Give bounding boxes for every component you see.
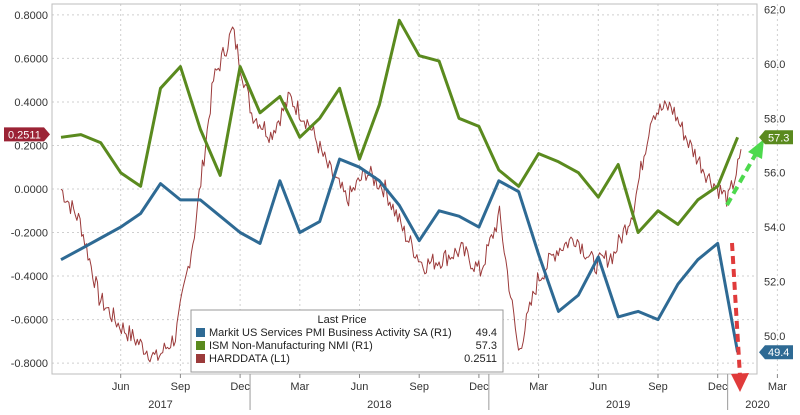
plot-frame xyxy=(51,3,758,375)
badge-pmi: 49.4 xyxy=(759,345,793,360)
x-tick-label: Sep xyxy=(409,381,429,393)
value-badges: 0.2511 57.349.4 xyxy=(4,127,793,360)
right-tick-label: 58.0 xyxy=(764,113,785,125)
legend-swatch xyxy=(196,341,205,350)
green-up-arrow-icon xyxy=(725,149,760,206)
left-axis: 0.8000 0.6000 0.4000 0.2000 0.0000 -0.2000 -0.… xyxy=(11,10,48,370)
right-tick-label: 50.0 xyxy=(764,331,785,343)
right-tick-label: 52.0 xyxy=(764,277,785,289)
legend-series-value: 49.4 xyxy=(476,327,497,339)
x-axis: Jun Sep Dec Mar Jun Sep Dec Mar Jun Sep Dec Mar 2017… xyxy=(112,374,787,411)
x-tick-label: Mar xyxy=(768,381,787,393)
year-label: 2020 xyxy=(745,399,769,411)
badge-harddata: 0.2511 xyxy=(4,127,50,142)
year-label: 2018 xyxy=(367,399,391,411)
legend-series-name: Markit US Services PMI Business Activity… xyxy=(209,327,452,339)
red-down-arrow-icon xyxy=(730,242,742,377)
trend-arrows xyxy=(725,139,764,392)
badge-pmi-text: 49.4 xyxy=(768,347,789,359)
left-tick-label: 0.2000 xyxy=(14,140,48,152)
left-tick-label: -0.6000 xyxy=(11,315,48,327)
x-tick-label: Sep xyxy=(171,381,191,393)
x-tick-label: Jun xyxy=(351,381,369,393)
left-tick-label: 0.8000 xyxy=(14,10,48,22)
x-tick-label: Dec xyxy=(469,381,489,393)
left-tick-label: 0.0000 xyxy=(14,184,48,196)
right-tick-label: 54.0 xyxy=(764,222,785,234)
year-label: 2017 xyxy=(148,399,172,411)
x-tick-label: Sep xyxy=(648,381,668,393)
badge-harddata-text: 0.2511 xyxy=(8,129,41,141)
series-pmi-line xyxy=(60,157,740,353)
red-arrowhead-icon xyxy=(731,373,749,392)
badge-ism-text: 57.3 xyxy=(768,132,789,144)
legend-swatch xyxy=(196,354,205,363)
right-tick-label: 56.0 xyxy=(764,168,785,180)
x-tick-label: Jun xyxy=(112,381,130,393)
badge-ism: 57.3 xyxy=(759,130,793,145)
right-tick-label: 60.0 xyxy=(764,59,785,71)
series-ism-line xyxy=(60,18,739,234)
legend-box xyxy=(190,309,504,373)
series-lines xyxy=(60,18,742,363)
legend-swatch xyxy=(196,328,205,337)
left-tick-label: -0.2000 xyxy=(11,228,48,240)
x-tick-label: Dec xyxy=(230,381,250,393)
year-label: 2019 xyxy=(606,399,630,411)
series-harddata-line xyxy=(60,26,742,363)
right-axis: 62.0 60.0 58.0 56.0 54.0 52.0 50.0 xyxy=(764,4,785,342)
x-tick-label: Dec xyxy=(708,381,728,393)
x-tick-label: Mar xyxy=(529,381,548,393)
legend-series-value: 57.3 xyxy=(476,340,497,352)
legend-series-value: 0.2511 xyxy=(464,353,497,365)
x-tick-label: Mar xyxy=(290,381,309,393)
right-tick-label: 62.0 xyxy=(764,4,785,16)
left-tick-label: -0.8000 xyxy=(11,358,48,370)
chart-grid xyxy=(51,3,778,375)
left-tick-label: 0.6000 xyxy=(14,53,48,65)
left-tick-label: -0.4000 xyxy=(11,271,48,283)
x-tick-label: Jun xyxy=(589,381,607,393)
legend-title: Last Price xyxy=(318,314,367,326)
legend-series-name: ISM Non-Manufacturing NMI (R1) xyxy=(209,340,373,352)
green-arrowhead-icon xyxy=(748,139,764,159)
legend-series-name: HARDDATA (L1) xyxy=(209,353,290,365)
left-tick-label: 0.4000 xyxy=(14,97,48,109)
